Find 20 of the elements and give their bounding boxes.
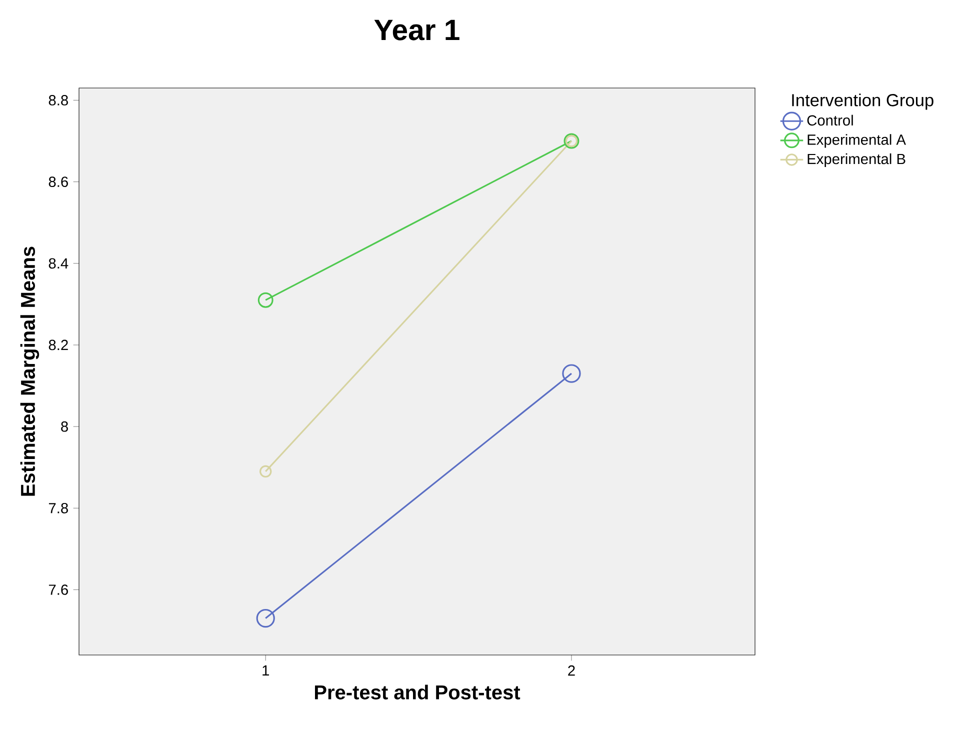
y-tick-label: 8.4 <box>48 258 68 269</box>
y-tick-label: 8 <box>61 421 68 432</box>
legend-label: Control <box>807 114 853 126</box>
legend-label: Experimental A <box>808 134 906 148</box>
y-tick-label: 8.8 <box>48 95 68 106</box>
point <box>562 364 581 383</box>
chart-title: Year 1 <box>374 20 460 40</box>
legend-label: Experimental B <box>808 153 906 168</box>
y-tick-label: 7.6 <box>48 584 68 595</box>
y-tick-label: 8.2 <box>48 340 68 350</box>
x-tick-label: 2 <box>568 665 575 676</box>
y-tick-label: 7.8 <box>48 502 68 514</box>
x-tick-label: 1 <box>262 665 269 676</box>
x-axis-title: Pre-test and Post-test <box>314 684 520 700</box>
point <box>258 292 274 308</box>
point <box>259 465 272 478</box>
y-tick-label: 8.6 <box>48 176 68 187</box>
point <box>256 608 275 628</box>
y-axis-title: Estimated Marginal Means <box>20 246 40 496</box>
legend-title: Intervention Group <box>792 94 934 110</box>
